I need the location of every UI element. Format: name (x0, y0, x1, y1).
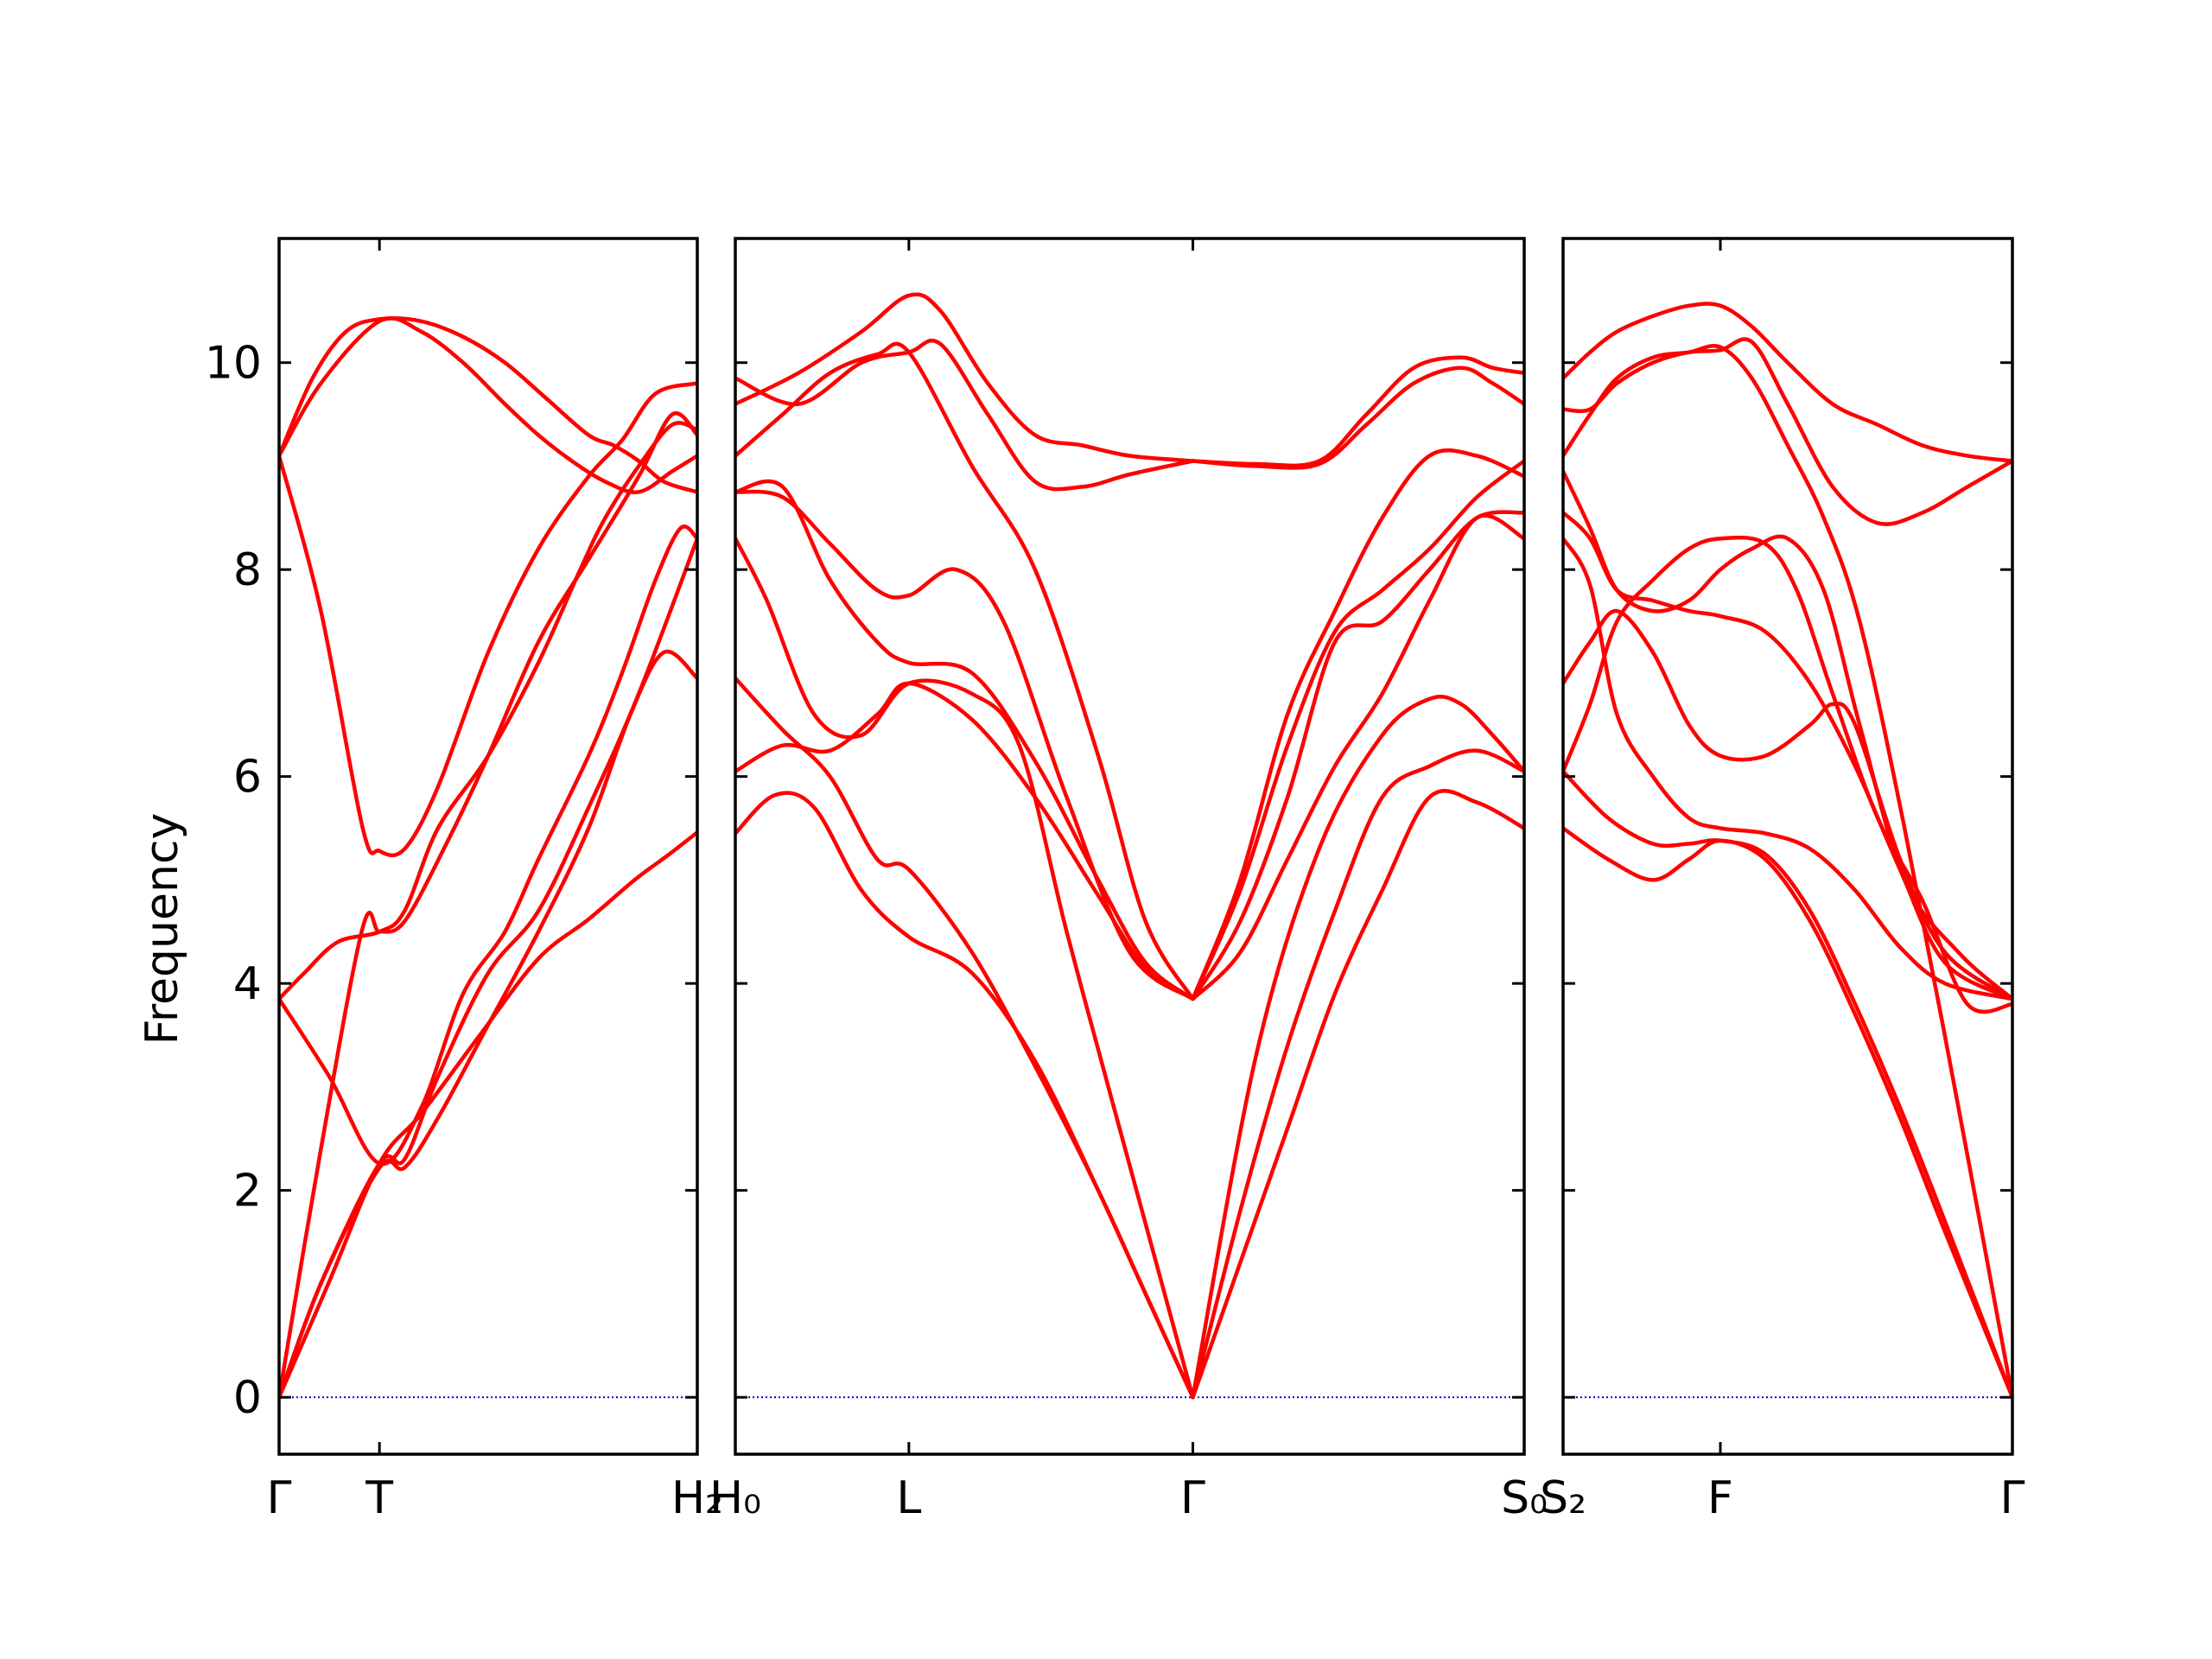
band-line-10 (1191, 695, 1524, 1400)
band-series-group (279, 316, 697, 1400)
axes-frame (734, 237, 1526, 1456)
y-axis-label: Frequency (137, 813, 188, 1046)
x-tick-label: L (896, 1472, 921, 1524)
band-line-16 (735, 338, 1195, 492)
band-line-15 (735, 292, 1195, 463)
band-line-9 (279, 316, 697, 494)
band-line-5 (1563, 511, 2012, 1001)
band-line-6 (735, 489, 1195, 1001)
x-tick-label: H₂ (671, 1472, 723, 1524)
band-line-7 (735, 341, 1195, 1001)
band-line-5 (279, 421, 697, 1001)
band-line-18 (1191, 365, 1524, 470)
band-line-17 (1191, 355, 1524, 468)
band-line-2 (735, 676, 1195, 1400)
y-tick-label: 8 (233, 544, 262, 596)
y-tick-label: 0 (233, 1372, 262, 1424)
panel-gamma-t-h2: 0 2 4 6 8 10 Γ T H₂ (205, 237, 723, 1524)
x-tick-label: S₂ (1540, 1472, 1586, 1524)
band-line-5 (735, 479, 1195, 1001)
x-tick-label: H₀ (709, 1472, 761, 1524)
band-line-14 (1191, 448, 1524, 1001)
y-tick-label: 4 (233, 958, 262, 1010)
x-tick-label: Γ (2000, 1472, 2025, 1524)
band-line-8 (1191, 789, 1524, 1400)
band-line-7 (1563, 343, 2012, 1400)
y-tick-label: 2 (233, 1166, 262, 1217)
band-line-8 (279, 316, 697, 494)
band-line-3 (735, 537, 1195, 1400)
x-tick-label: S₀ (1501, 1472, 1548, 1524)
band-line-11 (1191, 513, 1524, 1001)
y-tick-label: 6 (233, 752, 262, 804)
band-series-group (1563, 302, 2012, 1400)
panel-s2-f-gamma: S₂ F Γ (1540, 237, 2025, 1524)
band-line-1 (1563, 826, 2012, 1400)
band-line-6 (1563, 535, 2012, 1014)
band-line-9 (1563, 302, 2012, 463)
band-line-8 (1563, 469, 2012, 1001)
band-line-4 (735, 681, 1195, 1001)
panel-h0-l-gamma-s0: H₀ L Γ S₀ (709, 237, 1548, 1524)
band-line-12 (1191, 510, 1524, 1001)
axes-frame (277, 237, 699, 1456)
band-line-3 (279, 537, 697, 1400)
band-line-1 (279, 830, 697, 1400)
x-tick-label: Γ (267, 1472, 292, 1524)
band-line-9 (1191, 748, 1524, 1400)
y-tick-label: 10 (205, 338, 262, 390)
x-tick-label: T (365, 1472, 393, 1524)
band-line-3 (1563, 537, 2012, 1001)
band-line-2 (1563, 769, 2012, 1400)
band-line-13 (1191, 459, 1524, 1001)
band-line-6 (279, 524, 697, 1166)
band-line-1 (735, 791, 1195, 1400)
x-tick-label: Γ (1180, 1472, 1205, 1524)
band-line-10 (1563, 337, 2012, 526)
band-line-7 (279, 381, 697, 858)
x-tick-label: F (1707, 1472, 1733, 1524)
band-series-group (735, 292, 1524, 1400)
axes-frame (1561, 237, 2014, 1456)
